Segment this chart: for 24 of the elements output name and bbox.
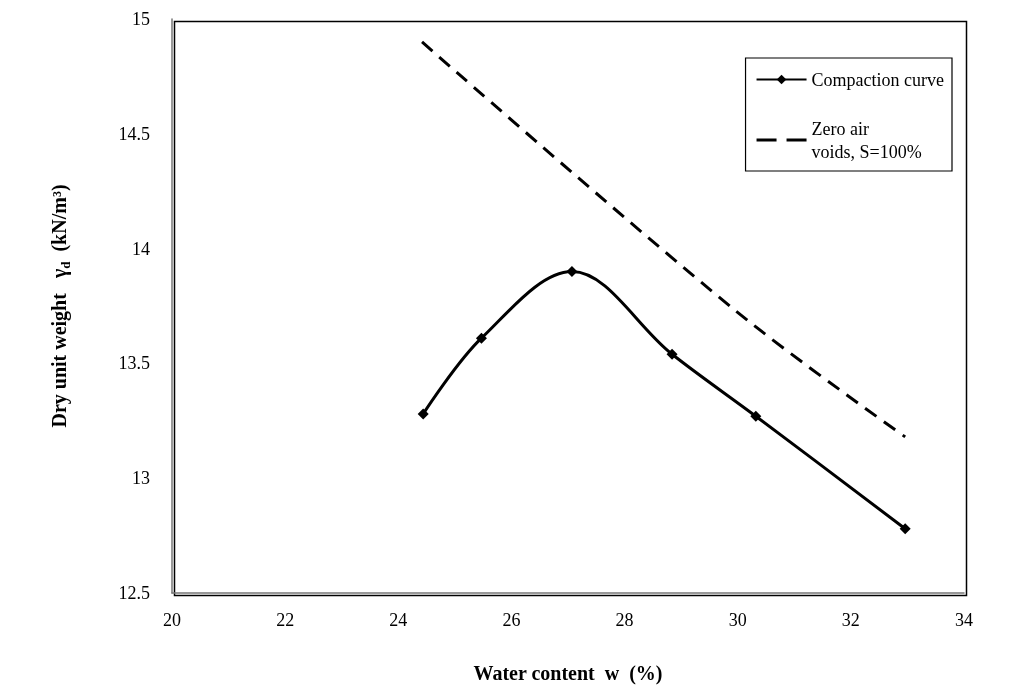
y-tick-label: 12.5 [118, 583, 150, 603]
y-tick-label: 14.5 [118, 123, 150, 144]
x-tick-label: 22 [276, 610, 295, 630]
y-tick-label: 15 [132, 9, 150, 29]
x-tick-label: 28 [615, 610, 634, 630]
point [566, 266, 578, 278]
x-tick-label: 24 [389, 610, 408, 630]
legend-label: Zero air voids, S=100% [811, 118, 922, 162]
y-tick-label: 13 [132, 468, 150, 489]
x-tick-label: 34 [955, 610, 973, 630]
y-axis-title: Dry unit weight γd (kN/m³) [47, 184, 73, 428]
y-tick-label: 14 [132, 238, 150, 259]
point [899, 523, 911, 535]
x-tick-label: 20 [163, 610, 181, 630]
x-tick-label: 30 [728, 610, 747, 630]
y-tick-label: 13.5 [118, 353, 150, 374]
point [417, 408, 429, 420]
x-tick-label: 32 [841, 610, 860, 630]
point [750, 410, 762, 422]
x-axis-title: Water content w (%) [473, 662, 663, 685]
legend-label: Compaction curve [811, 69, 945, 90]
point [666, 348, 678, 360]
x-tick-label: 26 [502, 610, 521, 630]
point [475, 332, 487, 344]
